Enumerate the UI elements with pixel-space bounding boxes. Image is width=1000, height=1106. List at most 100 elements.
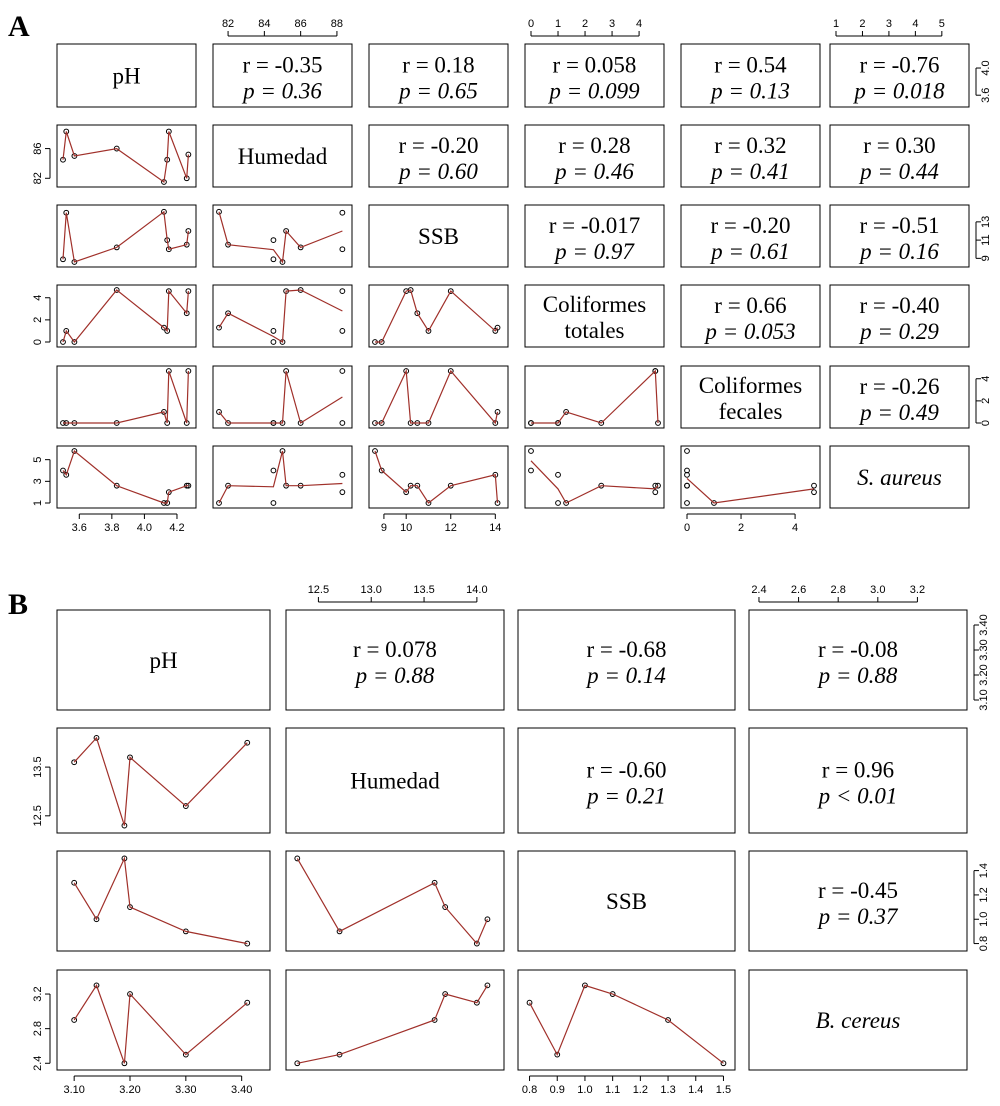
tick-label: 1 [555,18,561,30]
tick-label: 12.5 [308,584,329,596]
data-point [414,310,421,317]
cell-2-1 [212,204,353,268]
cell-frame [368,43,509,108]
data-point [339,489,346,496]
data-point [447,368,454,374]
data-point [63,328,70,334]
cell-2-2: SSB [368,204,509,268]
correlation-r: r = -0.45 [818,878,898,903]
data-point [473,999,480,1006]
tick-label: 13.0 [361,584,382,596]
smoother-line [374,450,499,504]
cell-frame [524,365,665,429]
cell-frame [524,445,665,509]
top-axis: 82 84 86 88 [222,18,343,37]
correlation-p: p = 0.88 [817,663,898,688]
data-point [447,288,454,295]
cell-frame [524,204,665,268]
correlation-r: r = 0.66 [714,293,786,318]
cell-0-0: pH [56,43,197,108]
data-point [216,500,222,506]
cell-2-5: r = -0.51p = 0.16 [829,204,970,268]
cell-4-1 [212,365,353,429]
variable-label: S. aureus [857,465,942,490]
data-point [720,1060,727,1067]
cell-frame [368,284,509,348]
correlation-p: p = 0.29 [858,319,939,344]
tick-label: 2 [980,398,992,404]
data-point [183,482,190,489]
correlation-r: r = -0.08 [818,637,898,662]
cell-frame [680,365,821,429]
cell-frame [56,969,271,1071]
tick-label: 3 [609,18,615,30]
correlation-r: r = -0.20 [710,213,790,238]
cell-frame [829,204,970,268]
top-axis: 2.4 2.6 2.8 3.0 3.2 [751,584,925,603]
correlation-r: r = -0.35 [242,53,322,78]
cell-frame [829,365,970,429]
data-point [665,1017,671,1023]
tick-label: 2.8 [831,584,846,596]
tick-label: 84 [258,18,270,30]
cell-frame [829,43,970,108]
cell-0-3: r = -0.08p = 0.88 [748,609,968,711]
correlation-r: r = 0.96 [822,758,894,783]
data-point [339,246,346,253]
correlation-p: p = 0.36 [241,79,322,104]
data-point [270,467,277,474]
smoother-line [296,858,488,945]
tick-label: 0 [980,420,992,426]
tick-label: 2.6 [791,584,806,596]
cell-frame [829,284,970,348]
correlation-r: r = 0.28 [558,133,630,158]
cell-frame [517,969,736,1071]
cell-1-0 [56,727,271,834]
tick-label: 5 [939,18,945,30]
tick-label: 82 [32,172,44,184]
data-point [442,904,449,910]
data-point [684,471,690,478]
tick-label: 3.10 [978,689,990,710]
cell-frame [56,850,271,952]
right-axis: 9 11 13 [975,216,992,261]
smoother-line [62,210,189,263]
cell-5-2 [368,445,509,509]
data-point [182,1051,189,1058]
cell-frame [517,727,736,834]
data-point [113,482,120,489]
tick-label: 14.0 [466,584,487,596]
correlation-p: p = 0.13 [709,79,790,104]
data-point [71,448,78,454]
panel-letter: B [8,588,28,621]
right-axis: 3.6 4.0 [975,60,992,103]
variable-label: totales [564,318,624,343]
tick-label: 3.30 [978,639,990,660]
tick-label: 3.10 [63,1084,84,1096]
variable-label: Humedad [238,144,328,169]
variable-label: SSB [606,889,647,914]
tick-label: 4 [912,18,918,30]
correlation-r: r = -0.68 [586,637,666,662]
data-point [216,208,222,215]
data-point [270,328,277,334]
data-point [528,448,534,454]
cell-2-4: r = -0.20p = 0.61 [680,204,821,268]
data-point [297,420,304,426]
data-point [484,916,491,923]
tick-label: 12.5 [32,805,44,826]
cell-0-0: pH [56,609,271,711]
smoother-line [73,856,248,945]
right-axis: 0.8 1.0 1.2 1.4 [973,863,990,951]
bottom-axis: 9 10 12 14 [381,513,501,534]
correlation-p: p = 0.65 [397,79,478,104]
correlation-r: r = -0.20 [398,133,478,158]
variable-label: B. cereus [816,1008,901,1033]
cell-frame [212,124,353,188]
data-point [294,855,301,862]
correlation-p: p = 0.41 [709,159,790,184]
cell-1-5: r = 0.30p = 0.44 [829,124,970,188]
cell-0-2: r = -0.68p = 0.14 [517,609,736,711]
cell-0-5: r = -0.76p = 0.018 [829,43,970,108]
